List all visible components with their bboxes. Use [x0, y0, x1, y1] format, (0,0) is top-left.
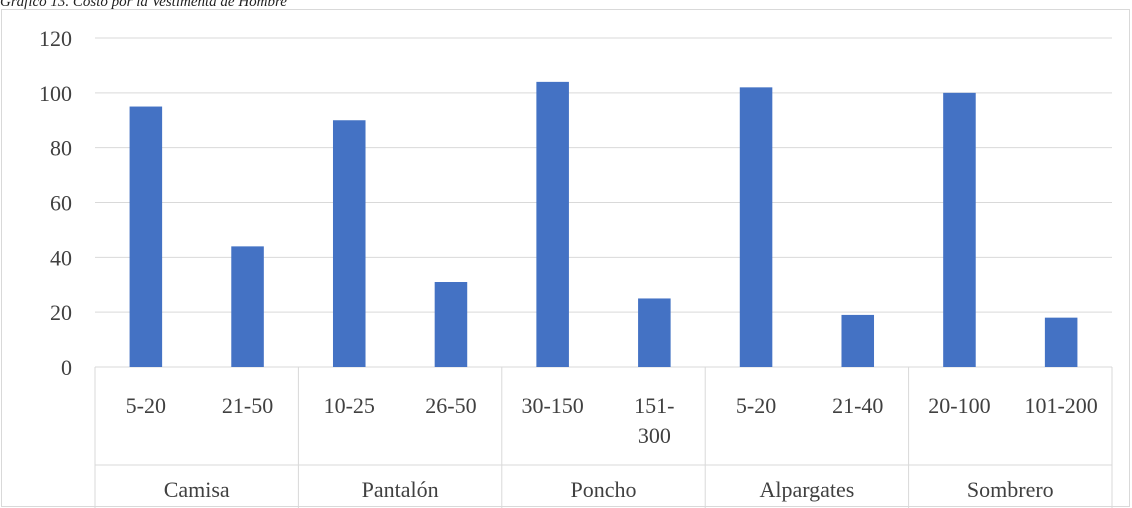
chart-frame — [1, 9, 1130, 507]
y-tick-label-40: 40 — [50, 245, 72, 270]
x-tick-label-3: 26-50 — [425, 393, 476, 418]
x-tick-label-0: 5-20 — [126, 393, 166, 418]
x-tick-label-2: 10-25 — [324, 393, 375, 418]
group-label-1: Pantalón — [362, 477, 439, 502]
x-tick-label-9: 101-200 — [1024, 393, 1097, 418]
bar-101-200-9 — [1044, 317, 1078, 367]
bar-21-50-1 — [231, 246, 264, 367]
x-tick-label-8: 20-100 — [928, 393, 990, 418]
x-tick-label-4: 30-150 — [521, 393, 583, 418]
y-tick-label-60: 60 — [50, 191, 72, 216]
group-label-3: Alpargates — [759, 477, 854, 502]
x-tick-label-7: 21-40 — [832, 393, 883, 418]
bar-21-40-7 — [841, 314, 875, 367]
bar-151-300-5 — [638, 298, 671, 367]
x-tick-label-6: 5-20 — [736, 393, 776, 418]
y-tick-label-120: 120 — [39, 26, 72, 51]
y-tick-label-80: 80 — [50, 136, 72, 161]
group-label-0: Camisa — [164, 477, 230, 502]
y-tick-label-100: 100 — [39, 81, 72, 106]
x-tick-label-1: 21-50 — [222, 393, 273, 418]
chart-caption: Gráfico 13. Costo por la Vestimenta de H… — [0, 0, 287, 10]
y-tick-label-0: 0 — [61, 355, 72, 380]
group-label-4: Sombrero — [967, 477, 1054, 502]
bar-20-100-8 — [943, 92, 976, 367]
bar-5-20-6 — [739, 87, 773, 367]
bar-10-25-2 — [332, 120, 366, 367]
bar-26-50-3 — [434, 282, 468, 367]
bar-5-20-0 — [129, 106, 163, 368]
bar-30-150-4 — [536, 81, 569, 367]
x-tick-label-5: 151-300 — [634, 393, 674, 448]
group-label-2: Poncho — [571, 477, 637, 502]
y-tick-label-20: 20 — [50, 300, 72, 325]
